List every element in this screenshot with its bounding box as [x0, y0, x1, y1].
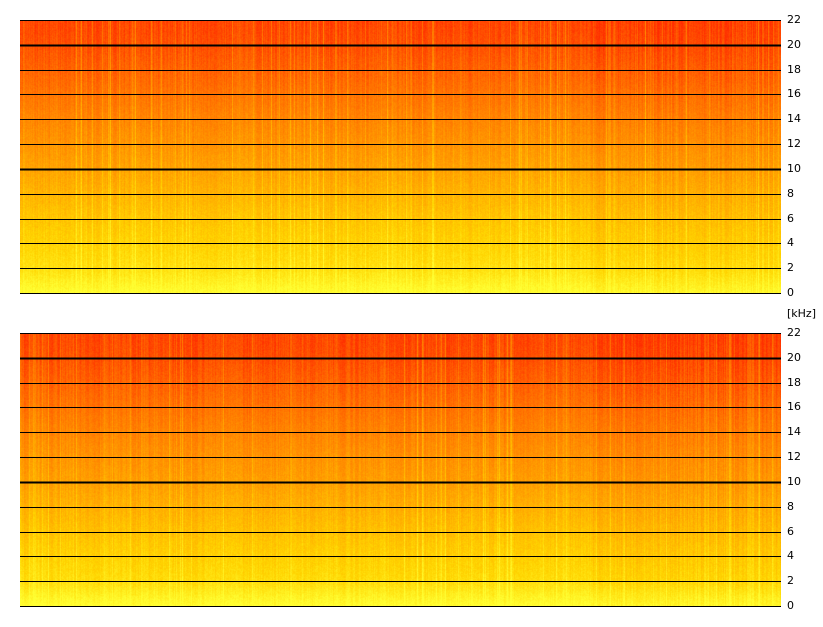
y-tick-label-8: 8: [787, 499, 794, 513]
y-tick-label-16: 16: [787, 87, 801, 101]
spectrogram-top: [20, 20, 781, 294]
y-tick-label-6: 6: [787, 524, 794, 538]
y-tick-label-16: 16: [787, 400, 801, 414]
spectrogram-bottom-gridlines: [20, 333, 781, 607]
y-tick-label-10: 10: [787, 474, 801, 488]
y-axis-unit-label: [kHz]: [787, 307, 816, 320]
y-tick-label-8: 8: [787, 186, 794, 200]
y-tick-label-14: 14: [787, 112, 801, 126]
y-tick-label-20: 20: [787, 37, 801, 51]
y-tick-label-4: 4: [787, 236, 794, 250]
spectrogram-bottom-image: [20, 333, 781, 606]
y-tick-label-22: 22: [787, 326, 801, 339]
y-tick-label-20: 20: [787, 350, 801, 364]
y-tick-label-2: 2: [787, 261, 794, 275]
y-tick-label-0: 0: [787, 599, 794, 612]
y-tick-label-12: 12: [787, 137, 801, 151]
y-tick-label-0: 0: [787, 286, 794, 299]
y-tick-label-18: 18: [787, 62, 801, 76]
y-tick-label-12: 12: [787, 450, 801, 464]
y-tick-label-6: 6: [787, 211, 794, 225]
y-tick-label-22: 22: [787, 13, 801, 26]
spectrogram-top-image: [20, 20, 781, 293]
y-tick-label-14: 14: [787, 425, 801, 439]
y-tick-label-10: 10: [787, 161, 801, 175]
y-tick-label-18: 18: [787, 375, 801, 389]
spectrogram-bottom: [20, 333, 781, 607]
spectrogram-top-gridlines: [20, 20, 781, 294]
y-tick-label-4: 4: [787, 549, 794, 563]
y-tick-label-2: 2: [787, 574, 794, 588]
